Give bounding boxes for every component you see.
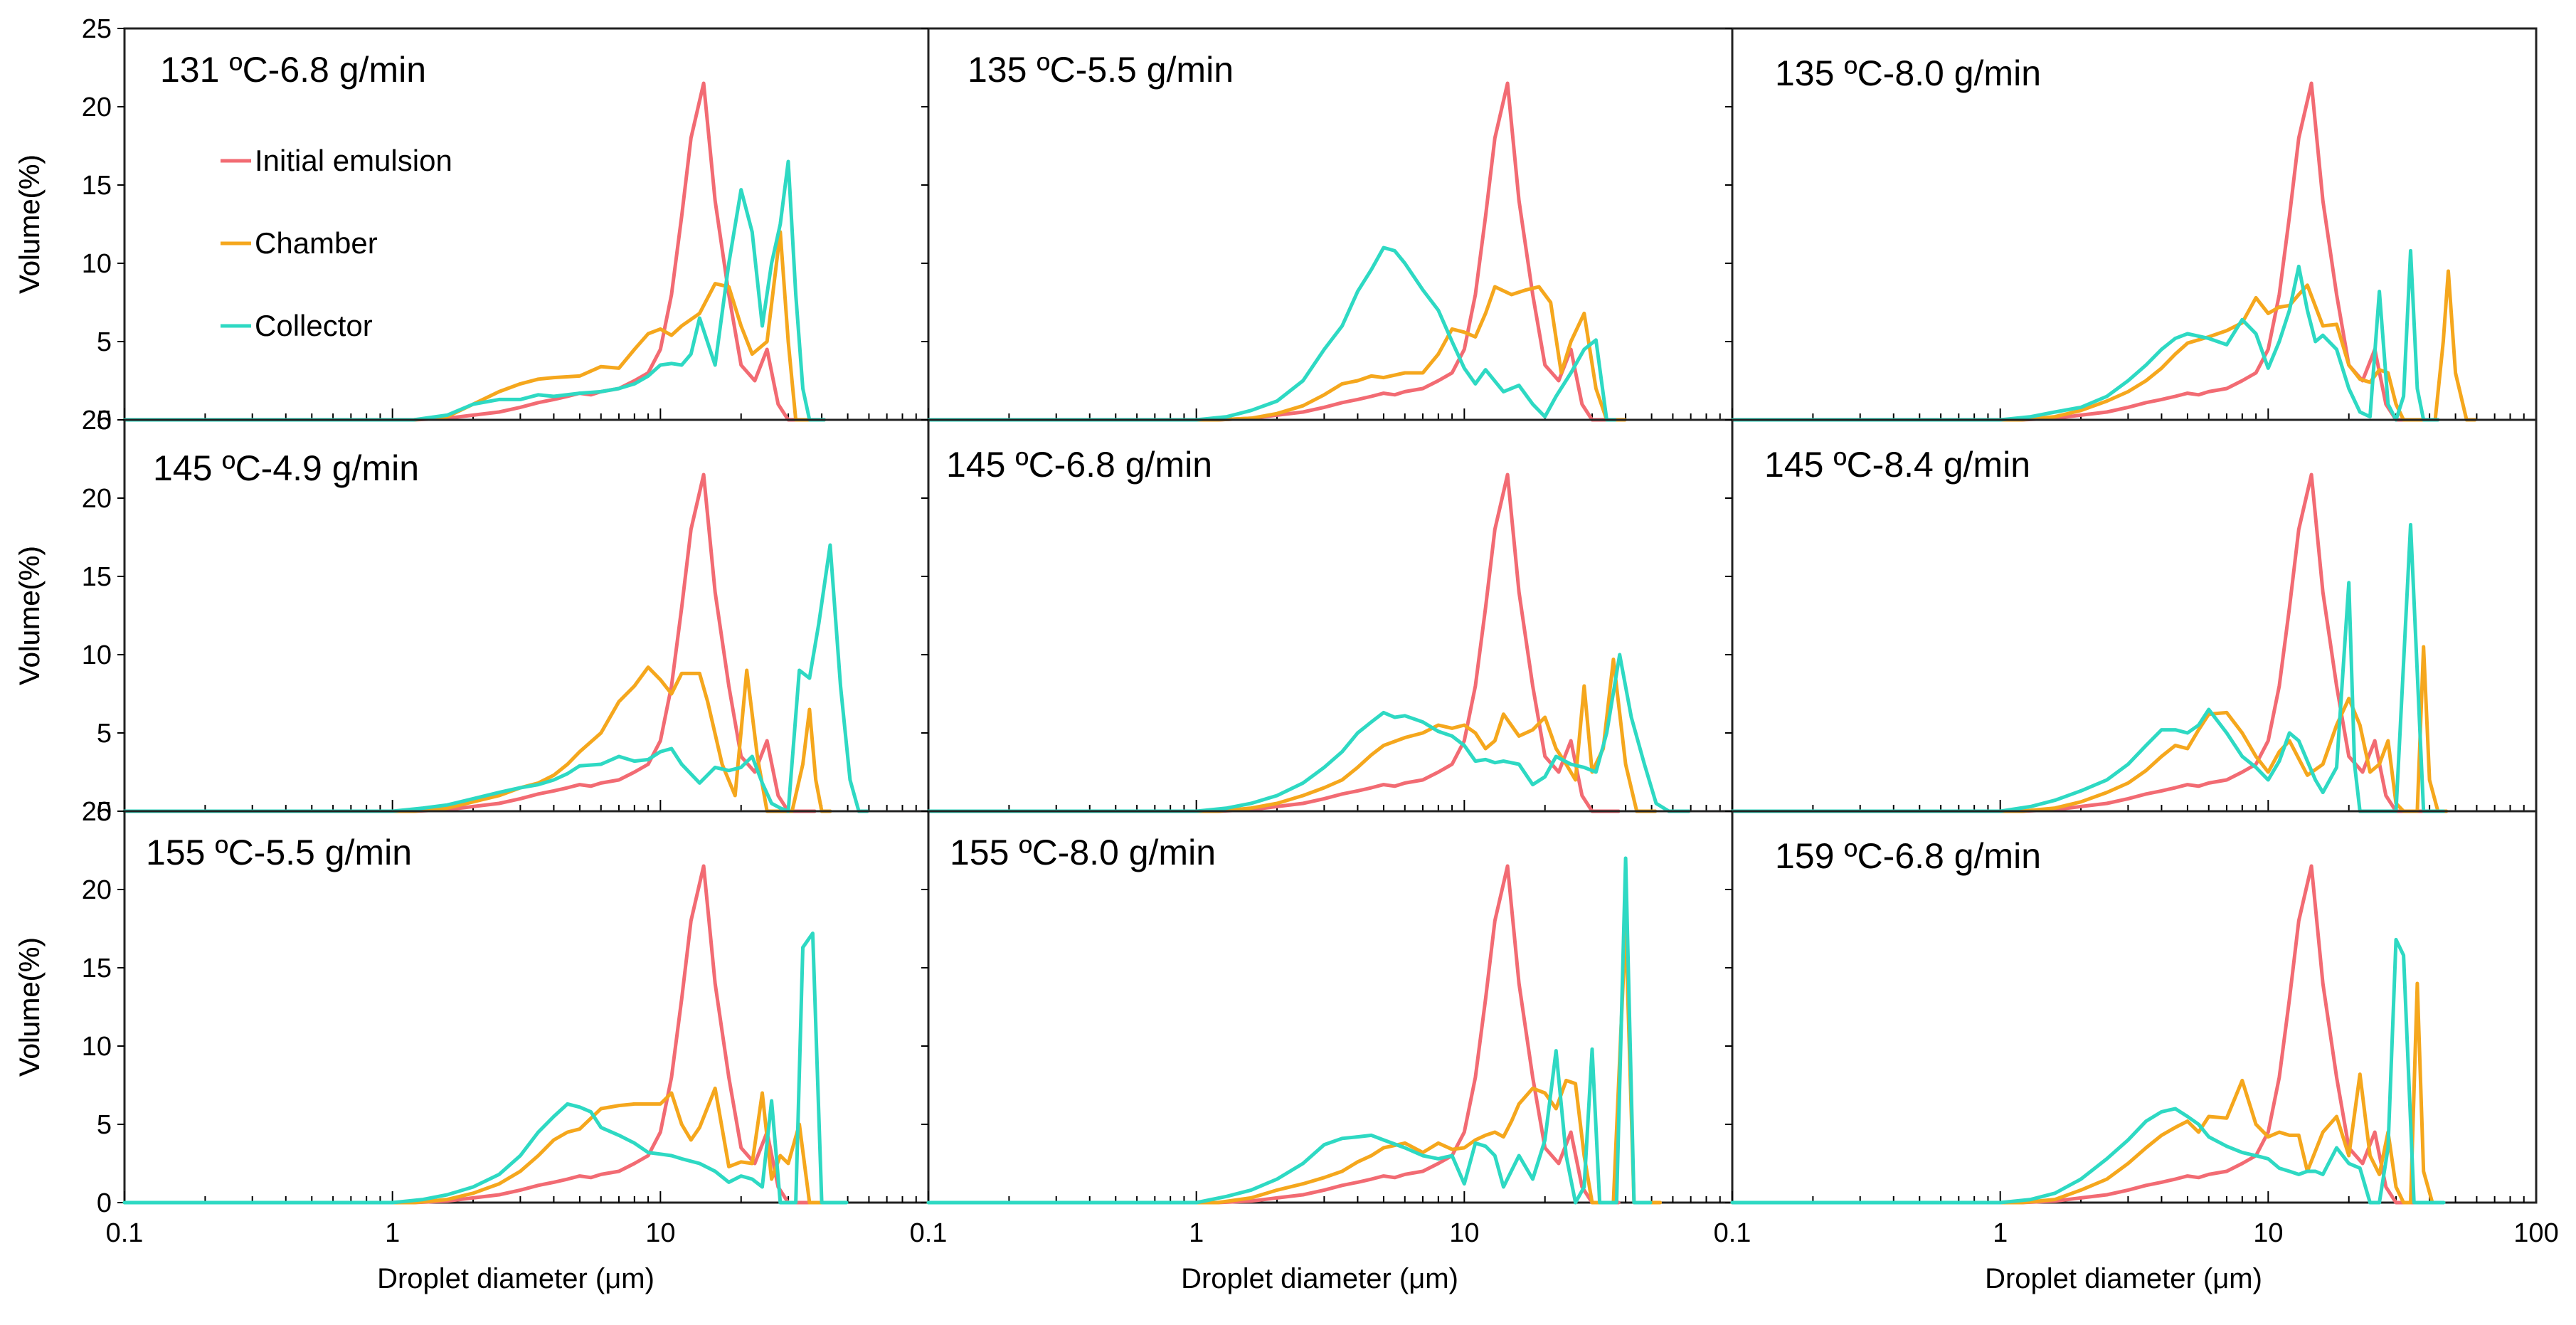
x-axis-title: Droplet diameter (μm) <box>1181 1263 1458 1294</box>
y-tick-label: 10 <box>82 640 112 670</box>
series-line-collector <box>1730 522 2446 813</box>
series-line-initial-emulsion <box>1730 473 2424 813</box>
y-tick-label: 0 <box>97 797 112 827</box>
x-tick-label: 100 <box>2513 1218 2558 1248</box>
y-axis-title: Volume(%) <box>14 154 46 294</box>
x-tick-label: 1 <box>1993 1218 2008 1248</box>
series-line-chamber <box>122 230 827 422</box>
panel-4: 0 5 10 15 20 25 145 ºC-4.9 g/min Volume(%) <box>14 406 930 827</box>
y-axis-title: Volume(%) <box>14 937 46 1077</box>
panel-title: 155 ºC-8.0 g/min <box>950 833 1216 872</box>
x-tick-label: 0.1 <box>910 1218 948 1248</box>
legend-label-chamber: Chamber <box>255 226 378 260</box>
panel-1: 0 5 10 15 20 25 131 ºC-6.8 g/min Volume(%) <box>14 14 930 435</box>
y-tick-label: 10 <box>82 249 112 279</box>
series-line-initial-emulsion <box>1730 81 2424 422</box>
series-line-initial-emulsion <box>122 473 817 813</box>
y-tick-label: 25 <box>82 797 112 827</box>
y-tick-label: 20 <box>82 875 112 905</box>
panel-title: 155 ºC-5.5 g/min <box>146 833 412 872</box>
y-tick-label: 10 <box>82 1032 112 1062</box>
panel-title: 131 ºC-6.8 g/min <box>160 50 426 90</box>
series-line-chamber <box>122 1086 829 1205</box>
y-tick-label: 15 <box>82 954 112 983</box>
x-tick-label: 1 <box>385 1218 400 1248</box>
y-tick-label: 25 <box>82 14 112 44</box>
x-tick-label: 10 <box>645 1218 675 1248</box>
series-line-collector <box>1730 248 2440 422</box>
x-tick-label: 10 <box>2253 1218 2283 1248</box>
y-tick-label: 5 <box>97 719 112 749</box>
series-line-collector <box>122 543 869 813</box>
y-axis-title: Volume(%) <box>14 546 46 685</box>
series-line-collector <box>926 653 1691 813</box>
x-axis-title: Droplet diameter (μm) <box>1985 1263 2262 1294</box>
series-line-collector <box>926 856 1653 1205</box>
x-tick-label: 0.1 <box>1714 1218 1751 1248</box>
y-axis-title: Volume(%) <box>14 937 46 1077</box>
series-line-collector <box>926 246 1617 422</box>
series-line-initial-emulsion <box>122 864 817 1205</box>
panel-title: 145 ºC-8.4 g/min <box>1764 445 2030 485</box>
x-axis-title: Droplet diameter (μm) <box>377 1263 654 1294</box>
panel-title: 159 ºC-6.8 g/min <box>1775 836 2041 876</box>
series-line-collector <box>122 931 849 1205</box>
series-line-chamber <box>926 285 1627 422</box>
panel-7: 0 5 10 15 20 25 155 ºC-5.5 g/min Volume(%) 0.1 1 1… <box>14 797 930 1294</box>
panel-title: 135 ºC-5.5 g/min <box>968 50 1234 90</box>
y-axis-title: Volume(%) <box>14 154 46 294</box>
y-tick-label: 25 <box>82 406 112 435</box>
series-line-collector <box>122 159 827 422</box>
y-axis-title: Volume(%) <box>14 546 46 685</box>
panel-title: 145 ºC-4.9 g/min <box>153 448 419 488</box>
panel-title: 145 ºC-6.8 g/min <box>946 445 1212 485</box>
series-line-initial-emulsion <box>122 81 817 422</box>
series-line-initial-emulsion <box>926 864 1621 1205</box>
series-line-collector <box>1730 937 2446 1205</box>
y-tick-label: 15 <box>82 562 112 592</box>
y-tick-label: 0 <box>97 406 112 435</box>
legend: Initial emulsion Chamber Collector <box>221 144 452 342</box>
series-line-initial-emulsion <box>926 473 1621 813</box>
panel-title: 135 ºC-8.0 g/min <box>1775 53 2041 93</box>
y-axis-title: Volume(%) <box>14 154 46 294</box>
panel-frame <box>1731 810 2538 1204</box>
series-line-chamber <box>926 922 1663 1205</box>
y-axis-title: Volume(%) <box>14 546 46 685</box>
series-line-initial-emulsion <box>926 81 1621 422</box>
y-tick-label: 15 <box>82 171 112 201</box>
x-tick-label: 10 <box>1449 1218 1479 1248</box>
y-tick-label: 5 <box>97 1110 112 1140</box>
x-tick-label: 0.1 <box>106 1218 144 1248</box>
legend-label-collector: Collector <box>255 309 373 342</box>
series-line-chamber <box>1730 981 2443 1205</box>
series-line-chamber <box>122 665 832 813</box>
legend-label-initial-emulsion: Initial emulsion <box>255 144 452 177</box>
panel-5: 145 ºC-6.8 g/min Volume(%) <box>14 418 1734 813</box>
y-tick-label: 5 <box>97 327 112 357</box>
y-tick-label: 20 <box>82 93 112 122</box>
y-tick-label: 0 <box>97 1188 112 1218</box>
x-tick-label: 1 <box>1189 1218 1204 1248</box>
series-line-initial-emulsion <box>1730 864 2424 1205</box>
y-axis-title: Volume(%) <box>14 937 46 1077</box>
y-tick-label: 20 <box>82 484 112 514</box>
